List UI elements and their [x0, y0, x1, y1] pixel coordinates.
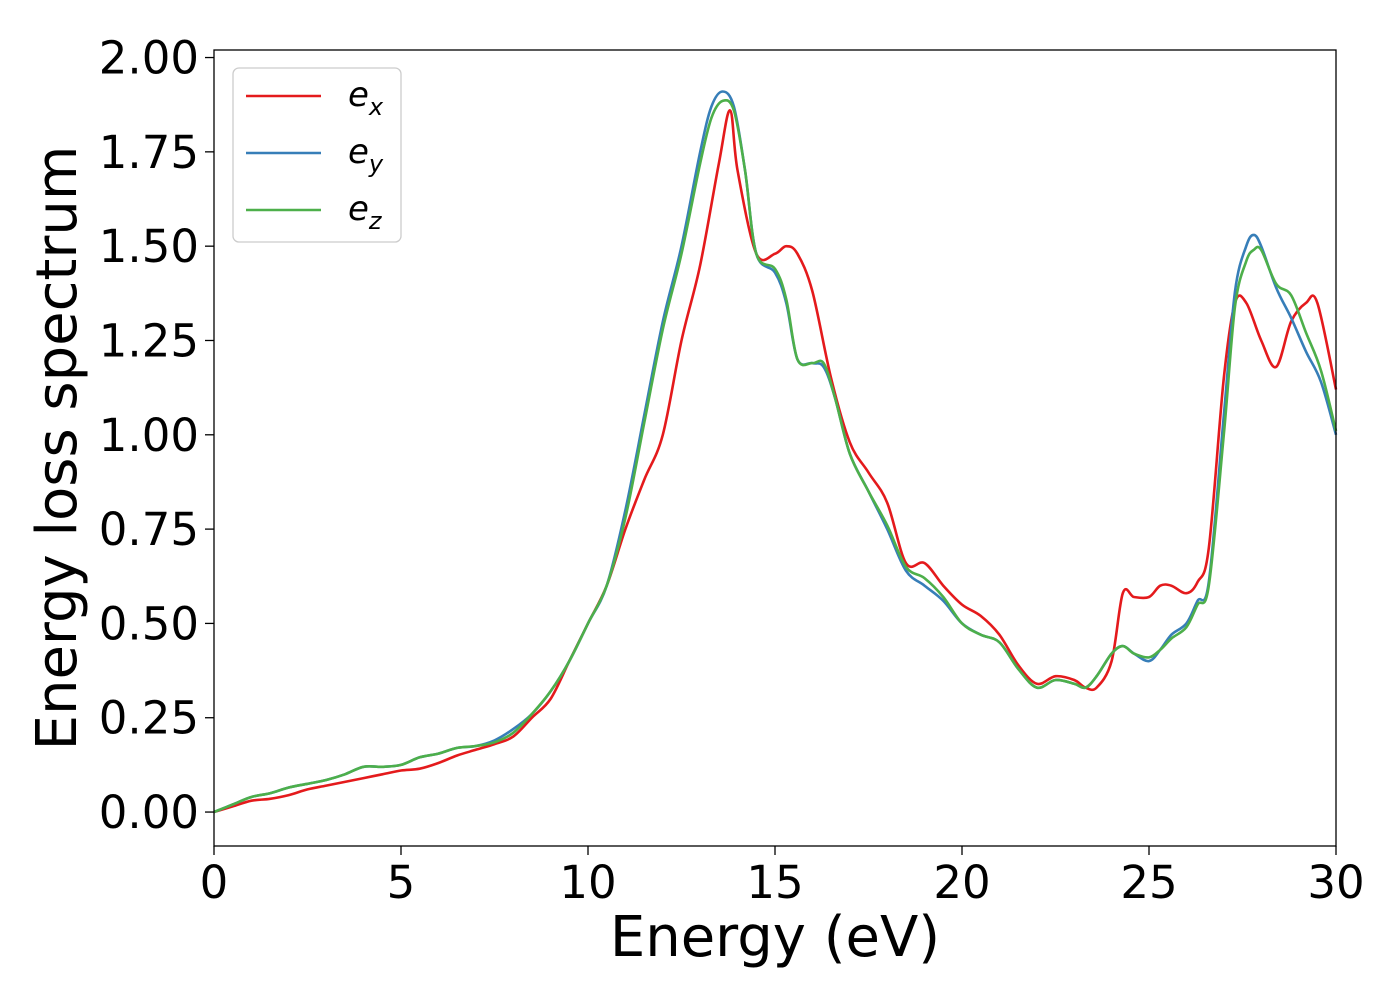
legend-label-e_x: ex — [348, 75, 384, 121]
y-tick-label: 1.75 — [99, 126, 199, 179]
legend-label-e_y: ey — [348, 132, 384, 178]
y-axis-ticks: 0.00 0.25 0.50 0.75 1.00 1.25 1.50 1.75 2.00 — [99, 32, 214, 839]
x-axis-ticks: 0 5 10 15 20 25 30 — [200, 846, 1365, 909]
series-line-e_z — [213, 98, 1338, 814]
x-tick-label: 20 — [933, 856, 990, 909]
y-tick-label: 2.00 — [99, 32, 199, 85]
x-tick-label: 15 — [746, 856, 803, 909]
legend-label-subscript: y — [368, 150, 384, 178]
x-axis-label: Energy (eV) — [610, 905, 940, 970]
legend-label-subscript: z — [368, 207, 383, 235]
legend-label-base: e — [348, 189, 369, 229]
y-tick-label: 0.25 — [99, 692, 199, 745]
x-tick-label: 10 — [559, 856, 616, 909]
legend-label-base: e — [348, 75, 369, 115]
x-tick-label: 25 — [1120, 856, 1177, 909]
legend-box — [232, 67, 402, 243]
series-layer — [213, 90, 1338, 814]
y-tick-label: 0.50 — [99, 597, 199, 650]
y-tick-label: 1.00 — [99, 409, 199, 462]
legend-label-e_z: ez — [348, 189, 383, 235]
y-tick-label: 1.25 — [99, 314, 199, 367]
legend-label-base: e — [348, 132, 369, 172]
y-tick-label: 0.00 — [99, 786, 199, 839]
series-line-e_x — [213, 109, 1338, 814]
y-axis-label: Energy loss spectrum — [25, 146, 90, 751]
x-tick-label: 5 — [387, 856, 416, 909]
x-tick-label: 30 — [1307, 856, 1364, 909]
y-tick-label: 1.50 — [99, 220, 199, 273]
legend-label-subscript: x — [368, 93, 384, 121]
y-tick-label: 0.75 — [99, 503, 199, 556]
x-tick-label: 0 — [200, 856, 229, 909]
